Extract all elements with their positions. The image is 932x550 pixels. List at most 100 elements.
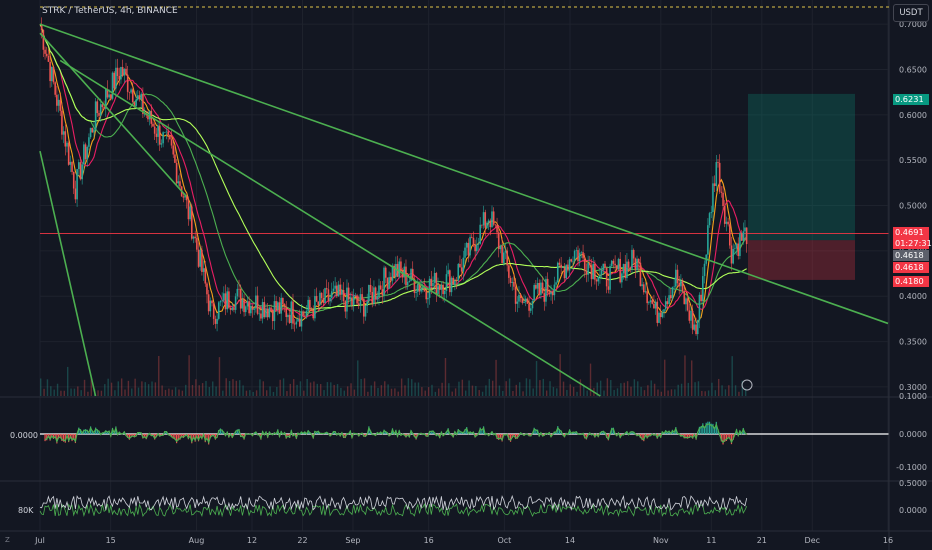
volume-bar bbox=[296, 384, 298, 396]
price-tick-label: 0.6500 bbox=[899, 65, 927, 74]
volume-bar bbox=[458, 381, 460, 396]
candlesticks bbox=[40, 17, 748, 340]
volume-bar bbox=[272, 391, 275, 396]
candle-body bbox=[201, 249, 203, 272]
volume-bar bbox=[134, 378, 136, 396]
candle-body bbox=[675, 269, 677, 287]
volume-bar bbox=[282, 378, 285, 396]
candle-body bbox=[545, 278, 547, 302]
candle-body bbox=[241, 299, 244, 309]
candle-body bbox=[641, 284, 643, 287]
candle-body bbox=[730, 245, 733, 264]
bottom-pane-tick-label: 0.0000 bbox=[899, 506, 927, 515]
volume-bar bbox=[215, 386, 217, 396]
candle-body bbox=[197, 249, 200, 267]
candle-body bbox=[143, 113, 146, 115]
candle-body bbox=[189, 206, 191, 220]
volume-bar bbox=[623, 382, 625, 396]
candle-body bbox=[61, 110, 63, 135]
volume-bar bbox=[576, 391, 578, 396]
candle-body bbox=[583, 258, 586, 271]
candle-body bbox=[659, 312, 662, 318]
volume-bar bbox=[643, 390, 646, 396]
candle-body bbox=[524, 298, 527, 302]
volume-bar bbox=[701, 390, 703, 396]
volume-bar bbox=[319, 384, 322, 396]
candle-body bbox=[317, 301, 320, 305]
candle-body bbox=[494, 224, 497, 226]
candle-body bbox=[182, 196, 185, 198]
currency-button[interactable]: USDT bbox=[893, 4, 929, 22]
volume-bar bbox=[495, 359, 497, 396]
candle-body bbox=[604, 263, 606, 268]
candle-body bbox=[319, 292, 321, 305]
candle-body bbox=[469, 236, 471, 256]
candle-body bbox=[476, 244, 478, 252]
volume-bar bbox=[60, 390, 62, 396]
volume-bar bbox=[56, 383, 59, 396]
candle-body bbox=[110, 94, 112, 99]
volume-bar bbox=[549, 381, 551, 396]
volume-bar bbox=[333, 384, 335, 396]
volume-bar bbox=[208, 387, 211, 396]
candle-body bbox=[481, 224, 483, 226]
volume-bar bbox=[667, 390, 669, 396]
trendlines[interactable] bbox=[39, 23, 889, 397]
candle-body bbox=[83, 144, 85, 165]
candle-body bbox=[464, 247, 466, 258]
candle-body bbox=[577, 250, 579, 262]
volume-bar bbox=[323, 390, 325, 396]
volume-bar bbox=[603, 390, 605, 396]
candle-body bbox=[93, 129, 95, 133]
time-tick-label: 12 bbox=[247, 536, 257, 545]
candle-body bbox=[346, 287, 348, 312]
candle-body bbox=[575, 250, 578, 251]
candle-body bbox=[548, 292, 551, 295]
volume-bar bbox=[313, 381, 315, 396]
volume-bar bbox=[633, 379, 636, 396]
candle-body bbox=[401, 270, 404, 278]
time-tick-label: Jul bbox=[34, 536, 45, 545]
candle-body bbox=[621, 273, 623, 283]
price-tick-label: 0.5500 bbox=[899, 156, 927, 165]
candle-body bbox=[585, 270, 588, 275]
candle-body bbox=[219, 301, 222, 303]
candle-body bbox=[558, 262, 561, 265]
candle-body bbox=[573, 250, 576, 261]
candle-body bbox=[430, 278, 433, 287]
candle-body bbox=[226, 291, 229, 310]
candle-body bbox=[352, 295, 355, 305]
candle-body bbox=[656, 301, 659, 323]
candle-body bbox=[680, 280, 682, 287]
candle-body bbox=[636, 258, 638, 270]
price-tick-label: 0.3000 bbox=[899, 383, 927, 392]
volume-bar bbox=[637, 381, 639, 396]
candle-body bbox=[84, 144, 87, 160]
candle-body bbox=[560, 264, 562, 268]
candle-body bbox=[185, 195, 188, 201]
volume-bar bbox=[734, 385, 737, 396]
volume-bar bbox=[262, 381, 265, 396]
time-tick-label: Oct bbox=[497, 536, 511, 545]
volume-bar bbox=[394, 388, 396, 396]
volume-bar bbox=[306, 378, 308, 396]
volume-bar bbox=[562, 381, 565, 396]
volume-bar bbox=[512, 391, 514, 396]
price-tick-label: 0.4000 bbox=[899, 292, 927, 301]
volume-bar bbox=[707, 390, 710, 396]
candle-body bbox=[457, 263, 460, 281]
long-position-box[interactable] bbox=[40, 93, 889, 280]
time-tick-label: 11 bbox=[706, 536, 716, 545]
candle-body bbox=[644, 291, 647, 293]
volume-bar bbox=[80, 390, 82, 396]
volume-bar bbox=[545, 390, 548, 396]
candle-body bbox=[265, 308, 267, 318]
candle-body bbox=[223, 293, 225, 301]
volume-bar bbox=[370, 385, 372, 396]
volume-bar bbox=[117, 381, 119, 396]
time-tick-label: Nov bbox=[653, 536, 669, 545]
volume-bar bbox=[292, 379, 295, 396]
candle-body bbox=[373, 287, 375, 304]
candle-body bbox=[415, 291, 417, 293]
